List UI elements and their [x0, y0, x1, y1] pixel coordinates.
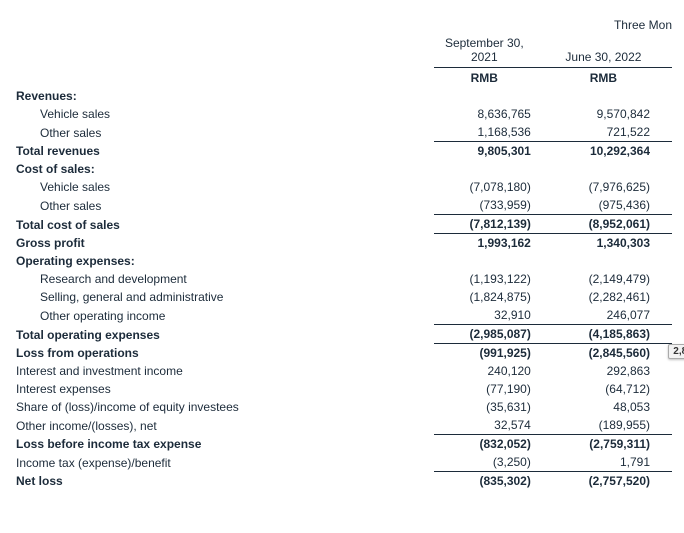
table-row: Loss from operations(991,925)(2,845,560)… — [12, 344, 672, 363]
row-value: 10,292,364 — [553, 142, 672, 161]
table-row: Other income/(losses), net32,574(189,955… — [12, 416, 672, 435]
table-row: Vehicle sales8,636,7659,570,842 — [12, 105, 672, 123]
row-label: Revenues: — [12, 87, 434, 105]
row-value: (8,952,061) — [553, 215, 672, 234]
row-value: 1,993,162 — [434, 234, 553, 253]
hover-tooltip: 2,845,5... — [668, 344, 684, 359]
row-label: Operating expenses: — [12, 252, 434, 270]
row-value: (2,759,311) — [553, 435, 672, 454]
row-label: Other sales — [12, 196, 434, 215]
row-value: (35,631) — [434, 398, 553, 416]
table-row: Operating expenses: — [12, 252, 672, 270]
row-label: Research and development — [12, 270, 434, 288]
table-row: Cost of sales: — [12, 160, 672, 178]
row-value: 8,636,765 — [434, 105, 553, 123]
row-value: 1,791 — [553, 453, 672, 472]
row-value — [434, 160, 553, 178]
table-row: Net loss(835,302)(2,757,520) — [12, 472, 672, 491]
table-row: Revenues: — [12, 87, 672, 105]
row-value: (1,824,875) — [434, 288, 553, 306]
super-header: Three Mon — [434, 16, 672, 34]
period-header-0: September 30, 2021 — [434, 34, 553, 68]
row-value — [553, 252, 672, 270]
table-row: Total cost of sales(7,812,139)(8,952,061… — [12, 215, 672, 234]
row-value: (4,185,863) — [553, 325, 672, 344]
table-row: Loss before income tax expense(832,052)(… — [12, 435, 672, 454]
row-value: (2,985,087) — [434, 325, 553, 344]
row-label: Selling, general and administrative — [12, 288, 434, 306]
table-row: Other sales(733,959)(975,436) — [12, 196, 672, 215]
table-row: Share of (loss)/income of equity investe… — [12, 398, 672, 416]
row-label: Gross profit — [12, 234, 434, 253]
table-row: Interest and investment income240,120292… — [12, 362, 672, 380]
table-row: Total revenues9,805,30110,292,364 — [12, 142, 672, 161]
row-value: (77,190) — [434, 380, 553, 398]
row-value: 721,522 — [553, 123, 672, 142]
row-value: (7,078,180) — [434, 178, 553, 196]
row-value: (733,959) — [434, 196, 553, 215]
row-value — [553, 87, 672, 105]
row-label: Other sales — [12, 123, 434, 142]
currency-header-1: RMB — [553, 68, 672, 88]
row-value: 240,120 — [434, 362, 553, 380]
row-value — [434, 252, 553, 270]
row-value: 9,805,301 — [434, 142, 553, 161]
table-row: Total operating expenses(2,985,087)(4,18… — [12, 325, 672, 344]
row-value: (975,436) — [553, 196, 672, 215]
table-row: Gross profit1,993,1621,340,303 — [12, 234, 672, 253]
row-value: 1,168,536 — [434, 123, 553, 142]
row-label: Loss from operations — [12, 344, 434, 363]
row-label: Total cost of sales — [12, 215, 434, 234]
row-value: (2,845,560)2,845,5... — [553, 344, 672, 363]
row-label: Cost of sales: — [12, 160, 434, 178]
row-value: 32,574 — [434, 416, 553, 435]
income-statement-table: Three Mon September 30, 2021 June 30, 20… — [12, 16, 672, 490]
row-label: Other operating income — [12, 306, 434, 325]
row-label: Income tax (expense)/benefit — [12, 453, 434, 472]
row-value: (832,052) — [434, 435, 553, 454]
row-value: (7,812,139) — [434, 215, 553, 234]
row-value: (3,250) — [434, 453, 553, 472]
row-label: Interest and investment income — [12, 362, 434, 380]
row-value — [553, 160, 672, 178]
row-label: Interest expenses — [12, 380, 434, 398]
currency-header-0: RMB — [434, 68, 553, 88]
row-value: (7,976,625) — [553, 178, 672, 196]
row-label: Loss before income tax expense — [12, 435, 434, 454]
row-label: Vehicle sales — [12, 178, 434, 196]
table-row: Other sales1,168,536721,522 — [12, 123, 672, 142]
table-row: Other operating income32,910246,077 — [12, 306, 672, 325]
row-value: 32,910 — [434, 306, 553, 325]
row-value: 246,077 — [553, 306, 672, 325]
row-value: 48,053 — [553, 398, 672, 416]
row-value: (2,149,479) — [553, 270, 672, 288]
row-value: (2,282,461) — [553, 288, 672, 306]
row-value: (1,193,122) — [434, 270, 553, 288]
row-label: Total operating expenses — [12, 325, 434, 344]
row-value: (835,302) — [434, 472, 553, 491]
row-value — [434, 87, 553, 105]
row-value: (991,925) — [434, 344, 553, 363]
row-label: Net loss — [12, 472, 434, 491]
row-label: Total revenues — [12, 142, 434, 161]
table-row: Vehicle sales(7,078,180)(7,976,625) — [12, 178, 672, 196]
table-row: Selling, general and administrative(1,82… — [12, 288, 672, 306]
table-row: Income tax (expense)/benefit(3,250)1,791 — [12, 453, 672, 472]
row-value: 292,863 — [553, 362, 672, 380]
period-header-1: June 30, 2022 — [553, 34, 672, 68]
row-value: (64,712) — [553, 380, 672, 398]
table-row: Research and development(1,193,122)(2,14… — [12, 270, 672, 288]
row-value: 9,570,842 — [553, 105, 672, 123]
table-row: Interest expenses(77,190)(64,712) — [12, 380, 672, 398]
row-label: Other income/(losses), net — [12, 416, 434, 435]
row-value: (189,955) — [553, 416, 672, 435]
row-label: Vehicle sales — [12, 105, 434, 123]
row-value: 1,340,303 — [553, 234, 672, 253]
row-label: Share of (loss)/income of equity investe… — [12, 398, 434, 416]
row-value: (2,757,520) — [553, 472, 672, 491]
